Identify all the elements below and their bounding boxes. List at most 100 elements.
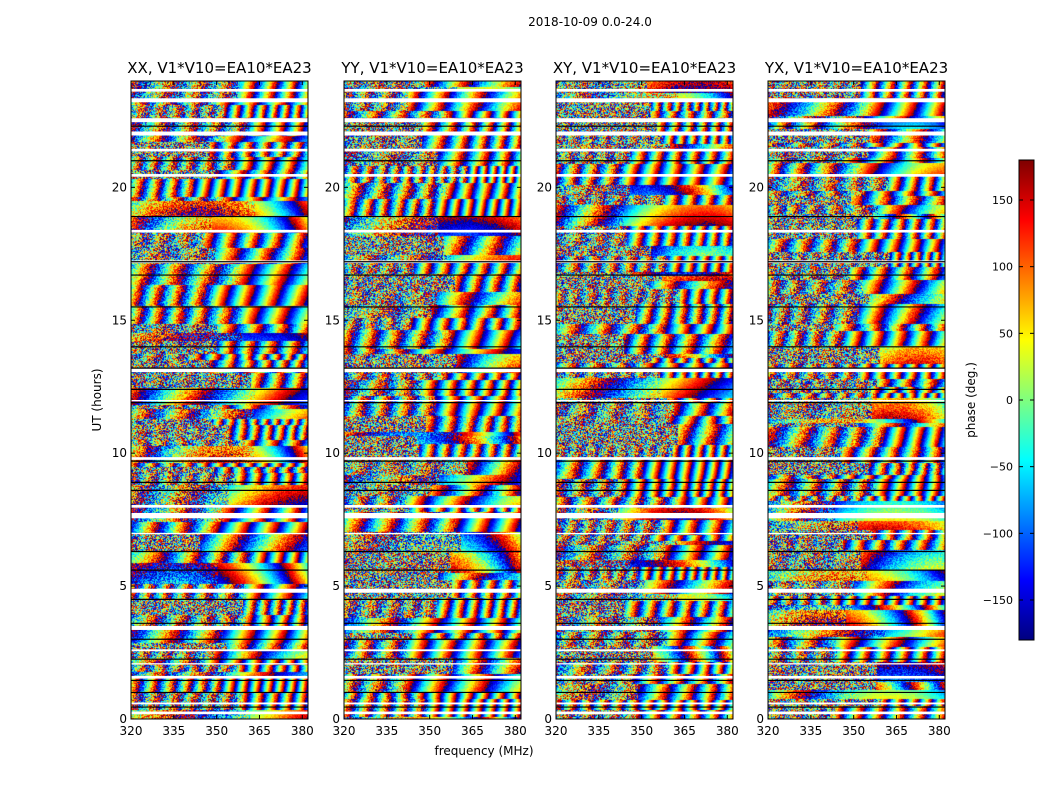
- x-axis-label: frequency (MHz): [434, 744, 533, 758]
- y-tick-label: 15: [325, 313, 340, 327]
- x-tick-label: 320: [333, 724, 356, 738]
- flagged-gap: [556, 702, 733, 705]
- panel-frame: [767, 80, 946, 720]
- flagged-gap: [556, 368, 733, 373]
- flagged-gap: [556, 512, 733, 519]
- flagged-gap: [556, 532, 733, 535]
- flagged-gap: [768, 131, 945, 136]
- y-tick-label: 0: [332, 712, 340, 726]
- flagged-gap: [768, 532, 945, 535]
- panel-2: XY, V1*V10=EA10*EA23 320 335 350 365 380 0 5 10 1…: [537, 59, 739, 738]
- flagged-gap: [768, 148, 945, 152]
- x-tick-label: 380: [928, 724, 951, 738]
- flagged-gap: [768, 588, 945, 593]
- flagged-gap: [768, 711, 945, 715]
- y-tick-label: 10: [325, 446, 340, 460]
- flagged-gap: [131, 131, 308, 136]
- flagged-gap: [131, 625, 308, 630]
- x-tick-label: 350: [842, 724, 865, 738]
- colorbar-tick-label: −50: [990, 461, 1013, 474]
- flagged-gap: [131, 675, 308, 679]
- flagged-gap: [131, 229, 308, 233]
- flagged-gap: [768, 649, 945, 652]
- flagged-gap: [344, 505, 521, 508]
- flagged-gap: [131, 711, 308, 715]
- flagged-gap: [556, 174, 733, 177]
- flagged-gap: [131, 457, 308, 460]
- flagged-gap: [768, 174, 945, 177]
- flagged-gap: [344, 229, 521, 233]
- x-tick-label: 320: [757, 724, 780, 738]
- flagged-gap: [131, 368, 308, 373]
- flagged-gap: [344, 512, 521, 519]
- flagged-gap: [556, 457, 733, 460]
- x-tick-label: 380: [291, 724, 314, 738]
- panel-title: YX, V1*V10=EA10*EA23: [764, 59, 948, 77]
- flagged-gap: [131, 663, 308, 665]
- flagged-gap: [344, 457, 521, 460]
- figure-suptitle: 2018-10-09 0.0-24.0: [528, 15, 652, 29]
- flagged-gap: [344, 131, 521, 136]
- y-tick-label: 5: [756, 579, 764, 593]
- panel-0: XX, V1*V10=EA10*EA23 320 335 350 365 380 0 5 10 1…: [112, 59, 314, 738]
- y-tick-label: 15: [112, 313, 127, 327]
- y-axis-label: UT (hours): [90, 368, 104, 431]
- flagged-gap: [768, 457, 945, 460]
- flagged-gap: [556, 88, 733, 92]
- y-tick-label: 0: [756, 712, 764, 726]
- panel-frame: [343, 80, 522, 720]
- flagged-gap: [344, 400, 521, 402]
- flagged-gap: [131, 400, 308, 402]
- colorbar-tick-label: 150: [992, 194, 1013, 207]
- flagged-gap: [768, 675, 945, 679]
- flagged-gap: [131, 174, 308, 177]
- flagged-gap: [344, 118, 521, 123]
- x-tick-label: 380: [504, 724, 527, 738]
- y-tick-label: 0: [544, 712, 552, 726]
- flagged-gap: [768, 663, 945, 665]
- flagged-gap: [768, 702, 945, 705]
- y-tick-label: 15: [537, 313, 552, 327]
- flagged-gap: [131, 148, 308, 152]
- x-tick-label: 350: [630, 724, 653, 738]
- x-tick-label: 365: [673, 724, 696, 738]
- y-tick-label: 15: [749, 313, 764, 327]
- flagged-gap: [344, 98, 521, 103]
- x-tick-label: 335: [587, 724, 610, 738]
- colorbar-label: phase (deg.): [964, 362, 978, 438]
- flagged-gap: [131, 88, 308, 92]
- flagged-gap: [131, 98, 308, 103]
- colorbar-tick-label: −100: [983, 527, 1013, 540]
- panel-3: YX, V1*V10=EA10*EA23 320 335 350 365 380 0 5 10 1…: [749, 59, 951, 738]
- flagged-gap: [344, 702, 521, 705]
- flagged-gap: [131, 118, 308, 123]
- colorbar-tick-label: 100: [992, 261, 1013, 274]
- x-tick-label: 335: [375, 724, 398, 738]
- flagged-gap: [768, 625, 945, 630]
- y-tick-label: 5: [332, 579, 340, 593]
- flagged-gap: [344, 711, 521, 715]
- y-tick-label: 20: [537, 180, 552, 194]
- y-tick-label: 10: [537, 446, 552, 460]
- flagged-gap: [344, 675, 521, 679]
- panel-title: XY, V1*V10=EA10*EA23: [553, 59, 736, 77]
- x-tick-label: 320: [120, 724, 143, 738]
- flagged-gap: [768, 98, 945, 103]
- flagged-gap: [131, 649, 308, 652]
- y-tick-label: 20: [749, 180, 764, 194]
- flagged-gap: [556, 588, 733, 593]
- flagged-gap: [556, 505, 733, 508]
- flagged-gap: [768, 229, 945, 233]
- colorbar-tick-label: 50: [999, 327, 1013, 340]
- y-tick-label: 10: [112, 446, 127, 460]
- flagged-gap: [556, 148, 733, 152]
- panels-group: XX, V1*V10=EA10*EA23 320 335 350 365 380 0 5 10 1…: [112, 59, 951, 738]
- flagged-gap: [344, 532, 521, 535]
- x-tick-label: 335: [799, 724, 822, 738]
- panel-frame: [555, 80, 734, 720]
- flagged-gap: [131, 588, 308, 593]
- x-tick-label: 350: [418, 724, 441, 738]
- panel-1: YY, V1*V10=EA10*EA23 320 335 350 365 380 0 5 10 1…: [325, 59, 527, 738]
- colorbar: 150 100 50 0 −50 −100 −150 phase (deg.): [964, 159, 1035, 641]
